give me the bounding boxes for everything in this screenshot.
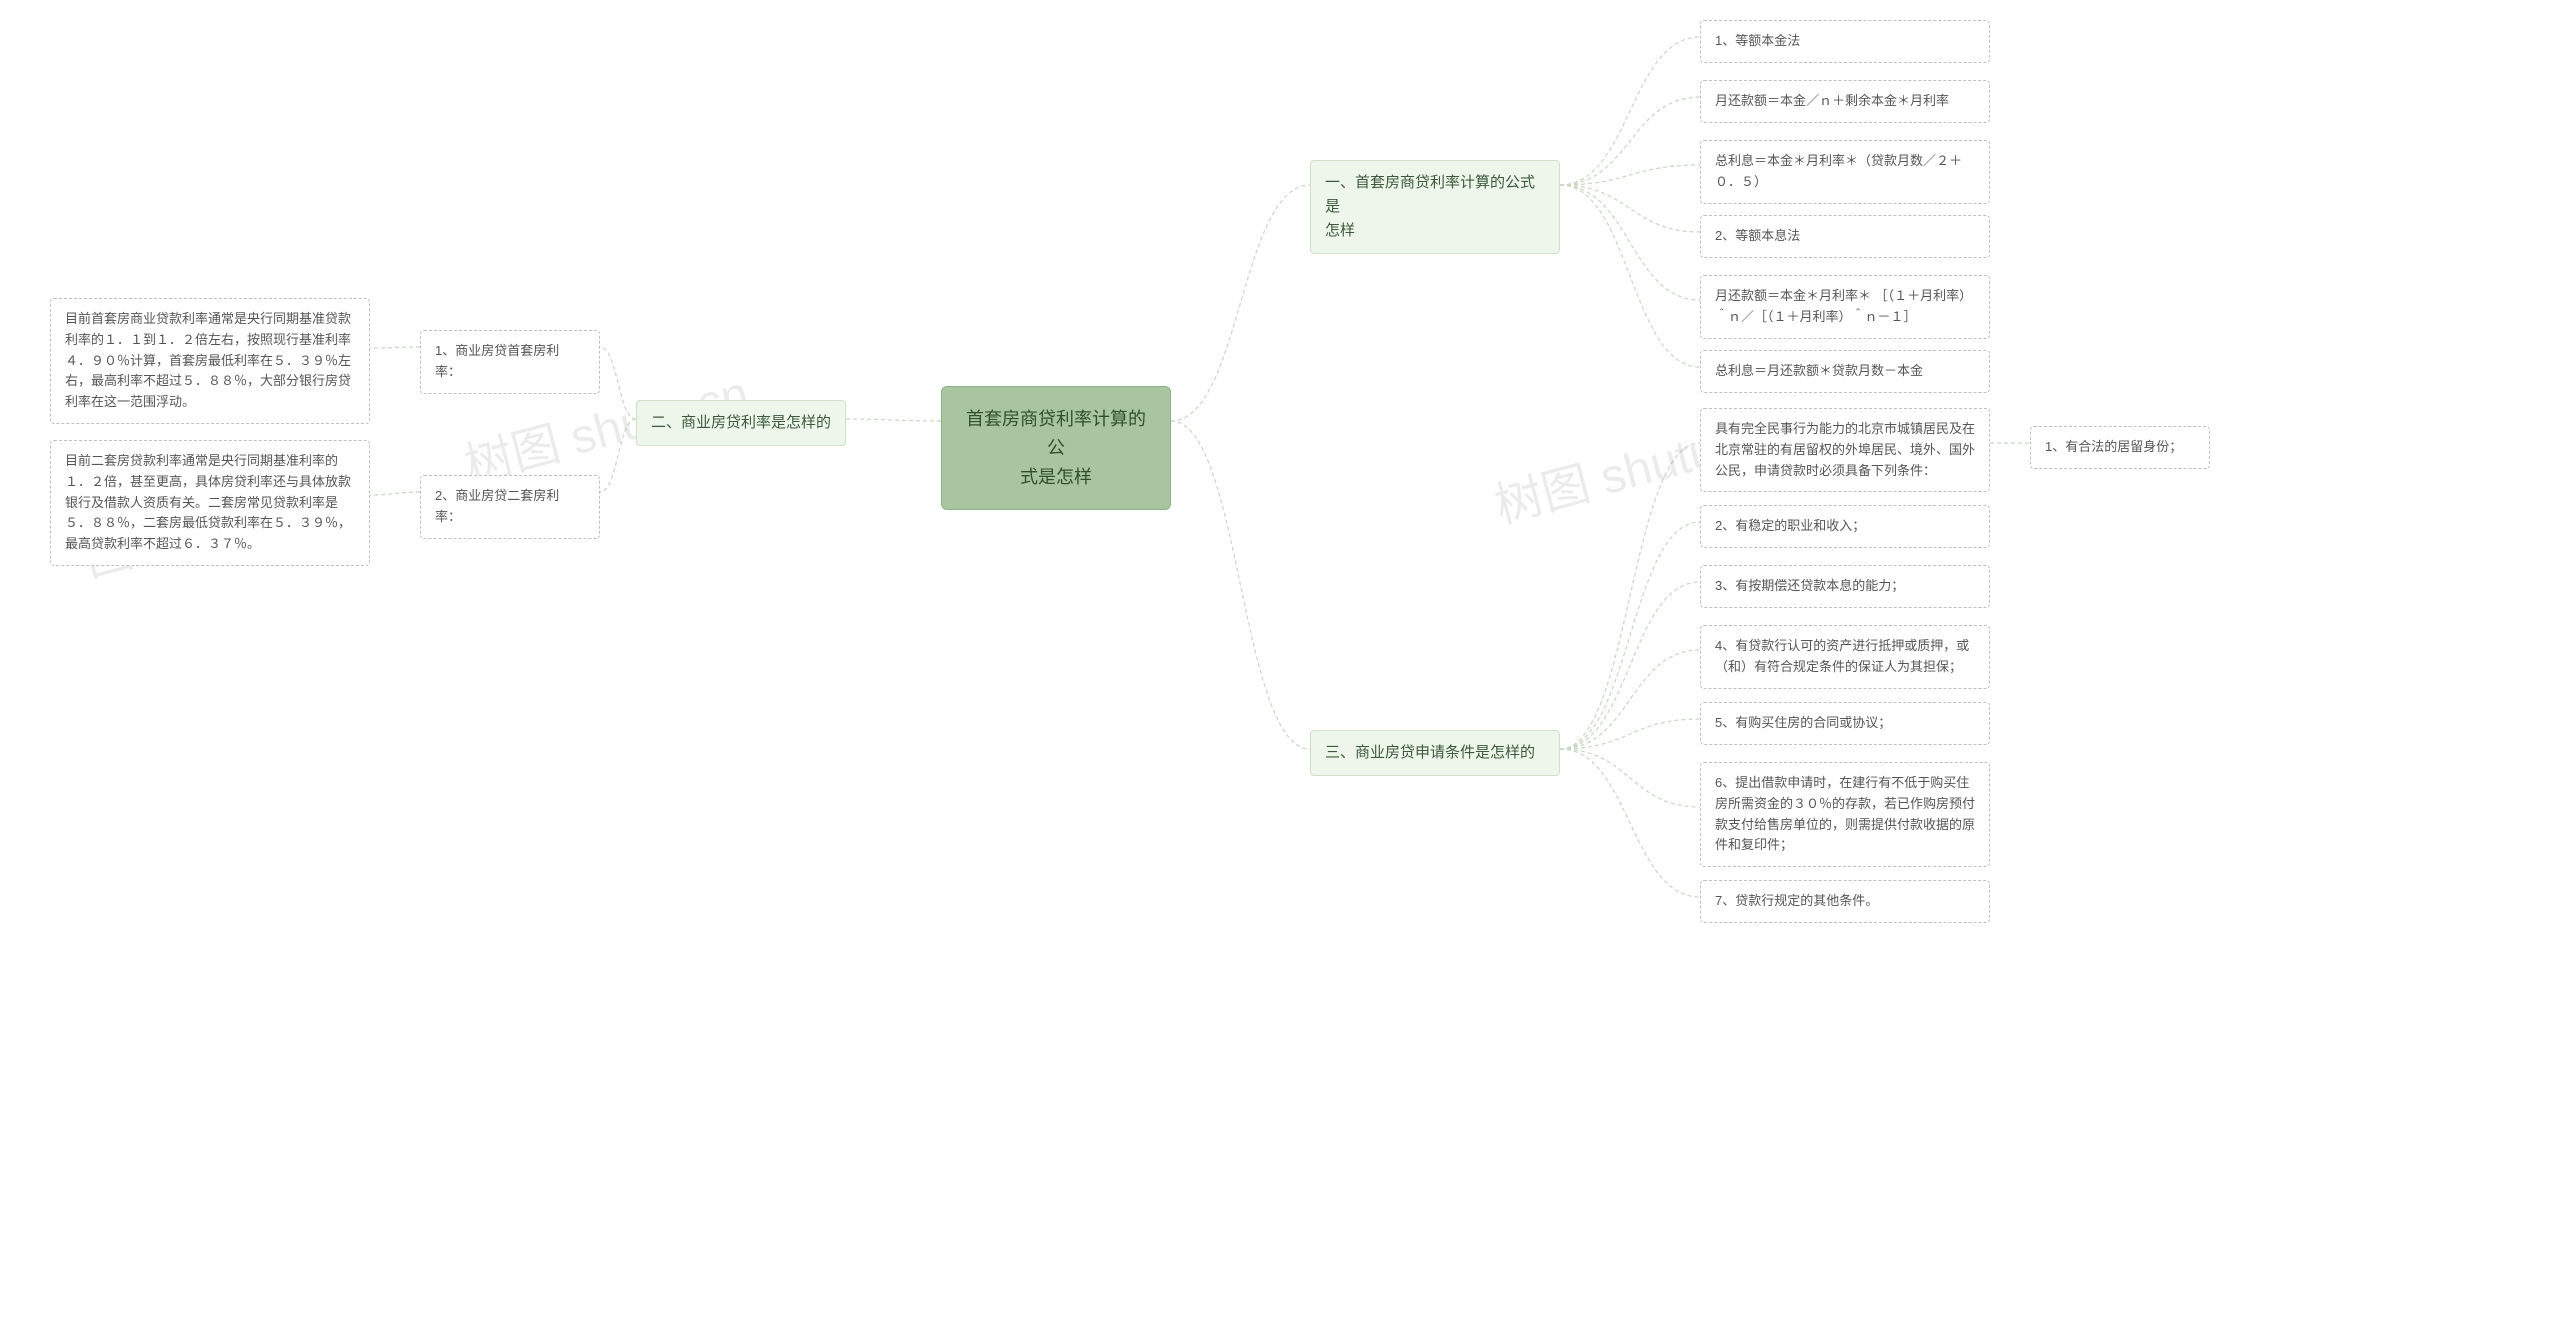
branch-node-1[interactable]: 一、首套房商贷利率计算的公式是 怎样 <box>1310 160 1560 254</box>
leaf-b2c1[interactable]: 1、商业房贷首套房利率： <box>420 330 600 394</box>
center-node[interactable]: 首套房商贷利率计算的公 式是怎样 <box>941 386 1171 510</box>
leaf-b1c2[interactable]: 月还款额＝本金／ｎ＋剩余本金＊月利率 <box>1700 80 1990 123</box>
leaf-b3c5[interactable]: 5、有购买住房的合同或协议； <box>1700 702 1990 745</box>
leaf-b1c5[interactable]: 月还款额＝本金＊月利率＊ ［（１＋月利率）＾ｎ／［（１＋月利率）＾ｎ－１］ <box>1700 275 1990 339</box>
leaf-b3c7[interactable]: 7、贷款行规定的其他条件。 <box>1700 880 1990 923</box>
leaf-b1c6[interactable]: 总利息＝月还款额＊贷款月数－本金 <box>1700 350 1990 393</box>
leaf-b2c2[interactable]: 2、商业房贷二套房利率： <box>420 475 600 539</box>
leaf-b3c1a[interactable]: 1、有合法的居留身份； <box>2030 426 2210 469</box>
leaf-b3c4[interactable]: 4、有贷款行认可的资产进行抵押或质押，或（和）有符合规定条件的保证人为其担保； <box>1700 625 1990 689</box>
leaf-b3c6[interactable]: 6、提出借款申请时，在建行有不低于购买住房所需资金的３０％的存款，若已作购房预付… <box>1700 762 1990 867</box>
connector-layer <box>0 0 2560 1317</box>
leaf-b1c3[interactable]: 总利息＝本金＊月利率＊（贷款月数／２＋０．５） <box>1700 140 1990 204</box>
leaf-b3c3[interactable]: 3、有按期偿还贷款本息的能力； <box>1700 565 1990 608</box>
leaf-b2c2a[interactable]: 目前二套房贷款利率通常是央行同期基准利率的１．２倍，甚至更高，具体房贷利率还与具… <box>50 440 370 566</box>
mindmap-canvas: 树图 shutu.cn 树图 shutu.cn 图 shutu.cn 首套房商贷… <box>0 0 2560 1317</box>
leaf-b3c2[interactable]: 2、有稳定的职业和收入； <box>1700 505 1990 548</box>
leaf-b1c4[interactable]: 2、等额本息法 <box>1700 215 1990 258</box>
leaf-b1c1[interactable]: 1、等额本金法 <box>1700 20 1990 63</box>
leaf-b2c1a[interactable]: 目前首套房商业贷款利率通常是央行同期基准贷款利率的１．１到１．２倍左右，按照现行… <box>50 298 370 424</box>
branch-node-3[interactable]: 三、商业房贷申请条件是怎样的 <box>1310 730 1560 776</box>
branch-node-2[interactable]: 二、商业房贷利率是怎样的 <box>636 400 846 446</box>
leaf-b3c1[interactable]: 具有完全民事行为能力的北京市城镇居民及在北京常驻的有居留权的外埠居民、境外、国外… <box>1700 408 1990 492</box>
